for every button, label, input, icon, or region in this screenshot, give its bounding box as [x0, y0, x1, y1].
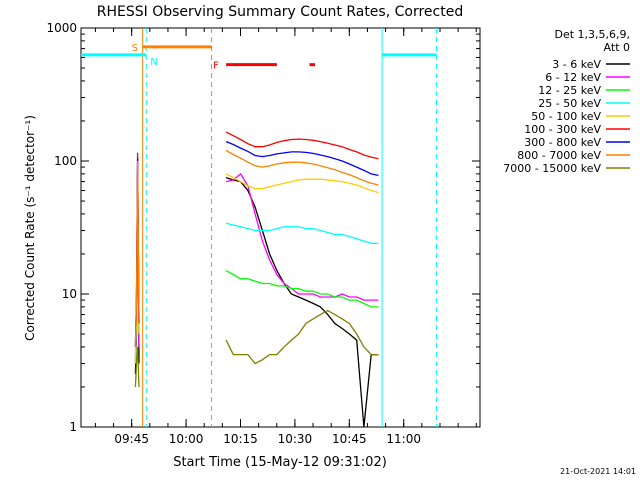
legend-label: 3 - 6 keV [552, 58, 601, 71]
series-line [225, 149, 379, 186]
series-line [134, 346, 140, 388]
y-tick-label: 100 [54, 154, 77, 168]
data-series [134, 131, 379, 428]
x-axis-label: Start Time (15-May-12 09:31:02) [173, 455, 387, 470]
series-line [225, 176, 379, 428]
series-line [225, 172, 379, 301]
series-line [225, 309, 379, 365]
series-line [225, 131, 379, 160]
flare-letter: F [213, 61, 219, 72]
chart-title: RHESSI Observing Summary Count Rates, Co… [97, 4, 463, 20]
legend-header: Att 0 [604, 41, 630, 54]
time-markers [142, 28, 437, 427]
saa-letter: S [132, 43, 138, 54]
series-line [134, 160, 140, 347]
legend-label: 7000 - 15000 keV [503, 162, 601, 175]
series-line [225, 173, 379, 194]
legend-label: 300 - 800 keV [524, 136, 601, 149]
x-tick-label: 10:30 [278, 432, 313, 446]
series-line [225, 140, 379, 177]
x-tick-label: 10:45 [332, 432, 367, 446]
legend-label: 50 - 100 keV [531, 110, 601, 123]
legend-label: 25 - 50 keV [538, 97, 601, 110]
legend-label: 6 - 12 keV [545, 71, 601, 84]
x-tick-label: 09:45 [114, 432, 149, 446]
series-line [225, 270, 379, 308]
plot-border [80, 27, 481, 428]
x-tick-label: 10:00 [169, 432, 204, 446]
legend-label: 100 - 300 keV [524, 123, 601, 136]
series-line [225, 222, 379, 245]
status-bars: S N F [81, 43, 437, 72]
night-letter: N [150, 57, 157, 68]
legend-label: 12 - 25 keV [538, 84, 601, 97]
y-tick-label: 1000 [46, 21, 77, 35]
x-tick-label: 10:15 [223, 432, 258, 446]
legend-header: Det 1,3,5,6,9, [554, 28, 630, 41]
plot-frame [80, 27, 481, 428]
y-axis-label: Corrected Count Rate (s⁻¹ detector⁻¹) [23, 115, 37, 341]
x-tick-label: 11:00 [386, 432, 421, 446]
y-tick-label: 1 [69, 420, 77, 434]
legend-label: 800 - 7000 keV [517, 149, 601, 162]
y-tick-label: 10 [62, 287, 77, 301]
axis-ticks: 09:45 10:00 10:15 10:30 10:45 11:00 1 10 100 1000 [46, 21, 480, 446]
footer-timestamp: 21-Oct-2021 14:01 [560, 467, 636, 476]
